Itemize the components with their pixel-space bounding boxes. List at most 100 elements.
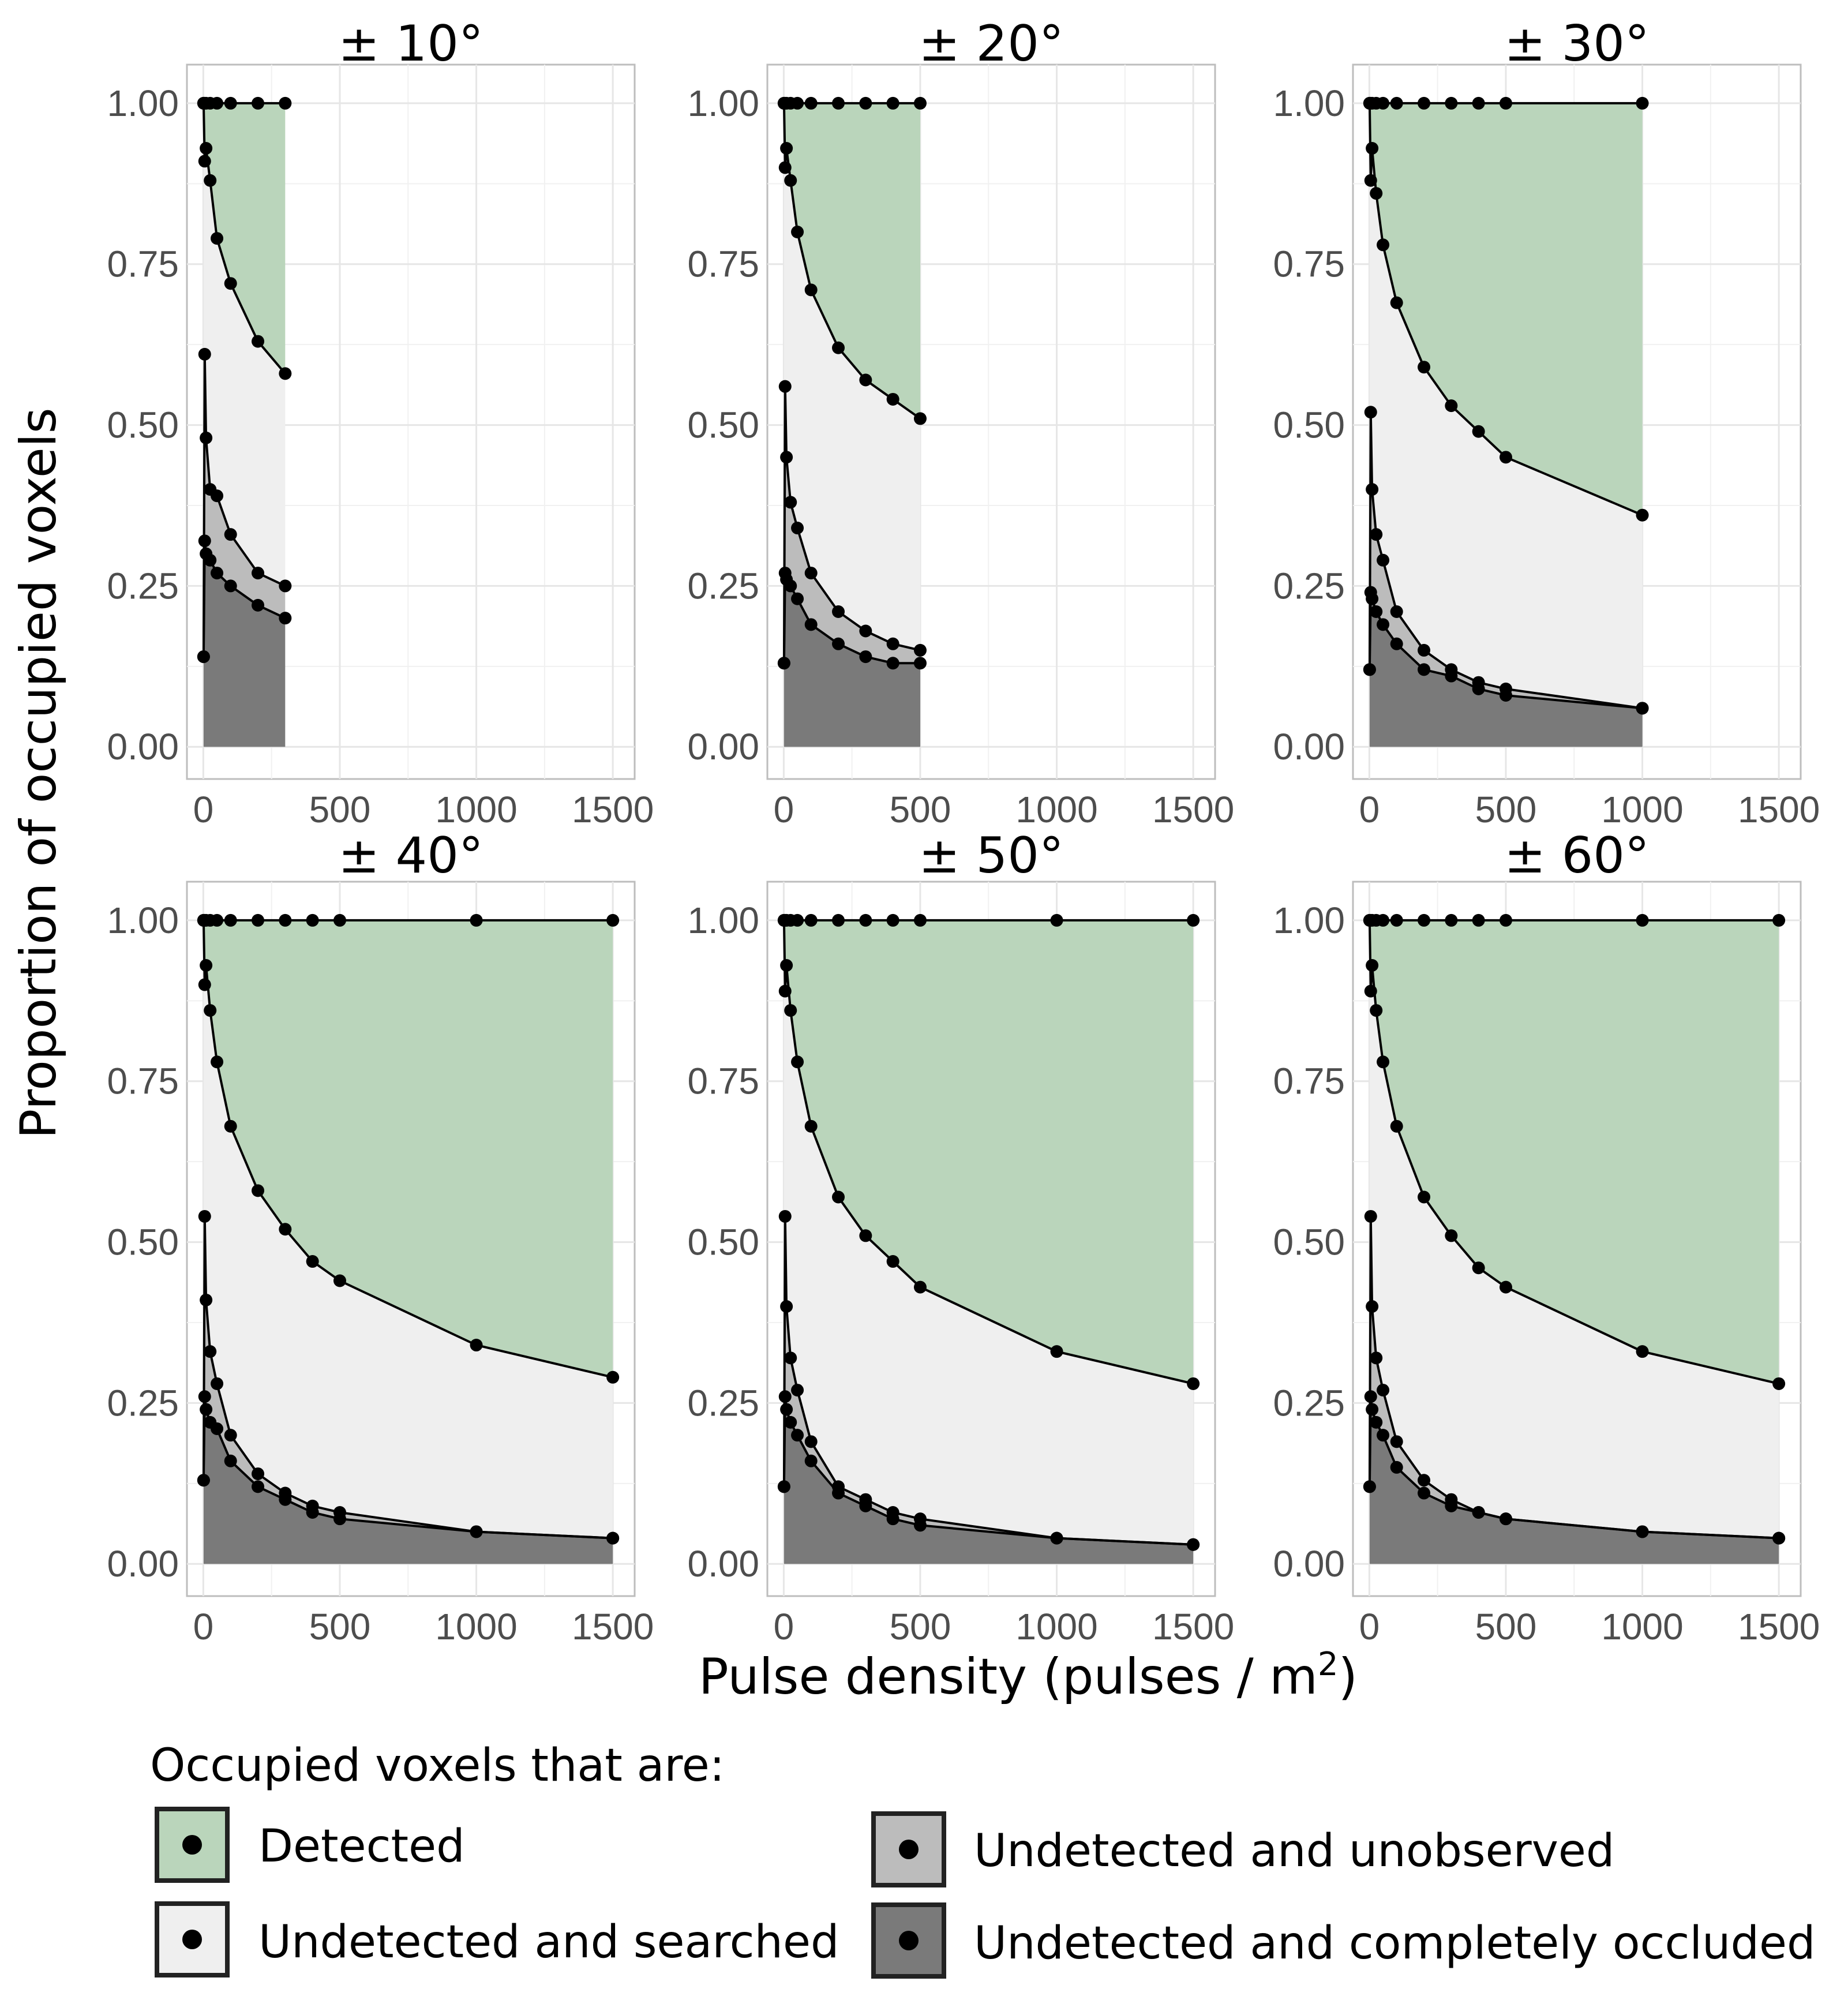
data-point-occluded — [791, 592, 804, 605]
data-point-detected — [1377, 913, 1390, 927]
data-point-occluded — [791, 1429, 804, 1442]
y-tick-label: 0.75 — [107, 244, 179, 285]
data-point-occluded — [913, 1519, 927, 1532]
data-point-unobserved — [200, 1293, 213, 1306]
data-point-detected — [470, 913, 483, 927]
data-point-occluded — [211, 1422, 224, 1436]
data-point-detected — [1445, 913, 1458, 927]
data-point-searched — [279, 1223, 292, 1236]
data-point-unobserved — [198, 1209, 211, 1223]
data-point-detected — [1499, 913, 1512, 927]
y-axis-title: Proportion of occupied voxels — [10, 407, 68, 1138]
y-tick-label: 0.50 — [107, 1222, 179, 1263]
data-point-searched — [784, 1004, 797, 1017]
data-point-searched — [197, 96, 210, 110]
data-point-searched — [200, 141, 213, 155]
data-point-detected — [1390, 96, 1403, 110]
x-tick-label: 1500 — [1152, 1606, 1234, 1647]
y-tick-label: 0.50 — [1273, 405, 1345, 446]
data-point-occluded — [211, 567, 224, 580]
legend-item-searched: Undetected and searched — [155, 1901, 839, 1977]
panel-title: ± 60° — [1504, 827, 1650, 885]
data-point-occluded — [197, 650, 210, 664]
area-detected — [203, 920, 613, 1377]
panel-title: ± 20° — [919, 15, 1064, 73]
data-point-detected — [1050, 913, 1063, 927]
data-point-detected — [804, 96, 818, 110]
data-point-unobserved — [211, 1377, 224, 1390]
data-point-searched — [1472, 1261, 1485, 1275]
panel-6: 0 500 1000 1500 0.00 0.25 0.50 0.75 1.00 ± 60° — [1273, 827, 1820, 1647]
data-point-occluded — [777, 1480, 790, 1493]
y-tick-label: 0.50 — [687, 1222, 759, 1263]
data-point-occluded — [1364, 1390, 1377, 1403]
data-point-occluded — [1366, 1403, 1379, 1416]
data-point-occluded — [1390, 1460, 1403, 1474]
data-point-searched — [784, 174, 797, 187]
area-detected — [784, 920, 1194, 1384]
panel-4: 0 500 1000 1500 0.00 0.25 0.50 0.75 1.00 ± 40° — [107, 827, 654, 1647]
panels: 0 500 1000 1500 0.00 0.25 0.50 0.75 1.00 ± 10° 0 50… — [107, 15, 1820, 1647]
area-undetected-occluded — [203, 1396, 613, 1564]
x-tick-label: 0 — [1359, 789, 1380, 830]
y-tick-label: 1.00 — [687, 83, 759, 124]
data-point-searched — [306, 1255, 319, 1268]
data-point-unobserved — [1370, 1351, 1383, 1365]
data-point-occluded — [780, 1403, 793, 1416]
data-point-unobserved — [252, 1467, 265, 1481]
data-point-occluded — [470, 1525, 483, 1538]
data-point-searched — [913, 1280, 927, 1294]
legend-item-occluded: Undetected and completely occluded — [871, 1902, 1815, 1979]
data-point-searched — [470, 1339, 483, 1352]
x-tick-label: 1000 — [1601, 789, 1683, 830]
data-point-searched — [832, 341, 845, 354]
data-point-occluded — [778, 1390, 792, 1403]
area-undetected-occluded — [784, 573, 920, 747]
data-point-occluded — [886, 657, 899, 670]
y-tick-label: 0.50 — [687, 405, 759, 446]
data-point-occluded — [1377, 1429, 1390, 1442]
data-point-unobserved — [1418, 1474, 1431, 1487]
area-undetected-searched — [784, 920, 1194, 1545]
data-point-occluded — [198, 1390, 211, 1403]
legend-point-icon — [899, 1840, 919, 1859]
data-point-occluded — [1772, 1531, 1786, 1545]
data-point-searched — [204, 174, 217, 187]
data-point-searched — [1377, 238, 1390, 252]
data-point-unobserved — [1390, 1435, 1403, 1448]
data-point-searched — [778, 984, 792, 998]
data-point-searched — [859, 373, 872, 387]
data-point-unobserved — [791, 522, 804, 535]
x-tick-label: 0 — [193, 1606, 214, 1647]
data-point-detected — [333, 913, 346, 927]
data-point-occluded — [777, 657, 790, 670]
data-point-searched — [1499, 451, 1512, 464]
y-tick-label: 0.75 — [1273, 244, 1345, 285]
data-point-searched — [1772, 1377, 1786, 1390]
data-point-detected — [859, 913, 872, 927]
data-point-occluded — [279, 612, 292, 625]
y-tick-label: 1.00 — [107, 83, 179, 124]
data-point-occluded — [252, 1480, 265, 1493]
data-point-unobserved — [1377, 553, 1390, 567]
y-tick-label: 0.75 — [1273, 1061, 1345, 1102]
data-point-searched — [224, 1119, 237, 1133]
data-point-occluded — [1370, 1415, 1383, 1429]
data-point-searched — [1366, 141, 1379, 155]
area-detected — [1369, 920, 1779, 1384]
data-point-detected — [886, 96, 899, 110]
y-tick-label: 0.25 — [687, 1382, 759, 1424]
data-point-unobserved — [804, 567, 818, 580]
data-point-detected — [279, 96, 292, 110]
x-tick-label: 1500 — [1152, 789, 1234, 830]
legend-point-icon — [899, 1931, 919, 1950]
data-point-detected — [832, 913, 845, 927]
x-tick-label: 1000 — [435, 789, 517, 830]
data-point-searched — [780, 141, 793, 155]
y-tick-label: 1.00 — [1273, 83, 1345, 124]
data-point-unobserved — [784, 496, 797, 509]
data-point-occluded — [224, 579, 237, 593]
data-point-detected — [211, 913, 224, 927]
data-point-detected — [1445, 96, 1458, 110]
